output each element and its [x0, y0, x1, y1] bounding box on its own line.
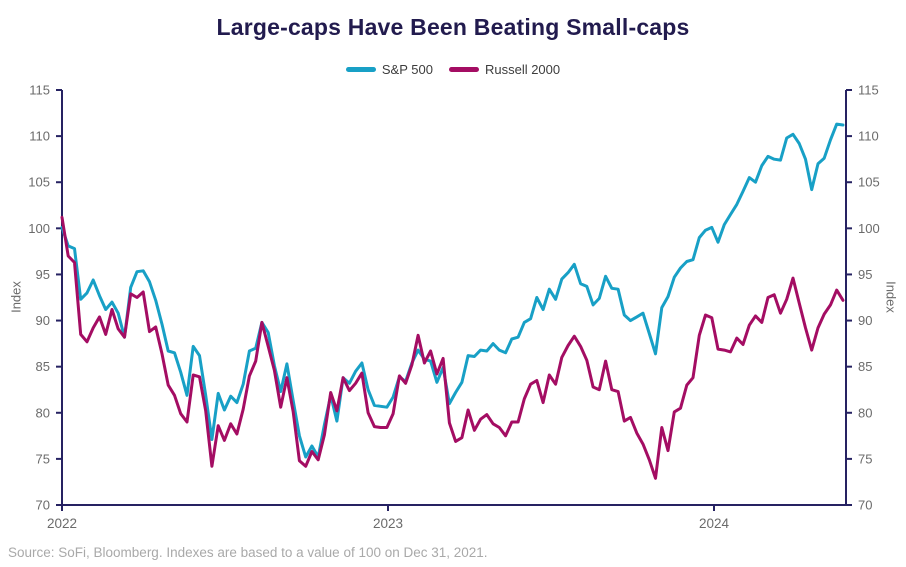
series-line-russell2000	[60, 215, 845, 480]
y-tick-label-right: 70	[858, 498, 872, 513]
legend-item-russell2000: Russell 2000	[448, 62, 561, 77]
y-tick-label-left: 95	[36, 267, 50, 282]
y-tick-label-left: 115	[29, 83, 50, 98]
y-tick-label-left: 90	[36, 313, 50, 328]
legend: S&P 500 Russell 2000	[0, 62, 906, 77]
y-tick-label-left: 70	[36, 498, 50, 513]
legend-item-sp500: S&P 500	[345, 62, 433, 77]
series-line-sp500	[60, 122, 845, 459]
y-tick-label-left: 85	[36, 359, 50, 374]
y-tick-label-left: 110	[29, 129, 50, 144]
y-axis-title-left: Index	[8, 281, 24, 313]
x-tick-label: 2023	[373, 516, 403, 531]
chart-title: Large-caps Have Been Beating Small-caps	[216, 14, 690, 40]
source-note: Source: SoFi, Bloomberg. Indexes are bas…	[8, 545, 488, 560]
y-tick-label-right: 90	[858, 313, 872, 328]
sp500-line-swatch	[345, 67, 376, 72]
y-tick-label-right: 75	[858, 451, 872, 466]
y-tick-label-left: 100	[28, 221, 50, 236]
legend-label-russell2000: Russell 2000	[484, 62, 561, 77]
y-tick-label-right: 105	[858, 175, 880, 190]
y-tick-label-left: 105	[28, 175, 50, 190]
russell2000-line-swatch	[448, 67, 479, 72]
y-tick-label-left: 80	[36, 405, 50, 420]
x-tick-label: 2022	[47, 516, 77, 531]
y-tick-label-right: 95	[858, 267, 872, 282]
y-axis-title-right: Index	[883, 281, 899, 313]
y-tick-label-left: 75	[36, 451, 50, 466]
y-tick-label-right: 100	[858, 221, 880, 236]
y-tick-label-right: 85	[858, 359, 872, 374]
y-tick-label-right: 80	[858, 405, 872, 420]
legend-label-sp500: S&P 500	[381, 62, 433, 77]
y-tick-label-right: 110	[858, 129, 879, 144]
x-tick-label: 2024	[699, 516, 730, 531]
y-tick-label-right: 115	[858, 83, 879, 98]
